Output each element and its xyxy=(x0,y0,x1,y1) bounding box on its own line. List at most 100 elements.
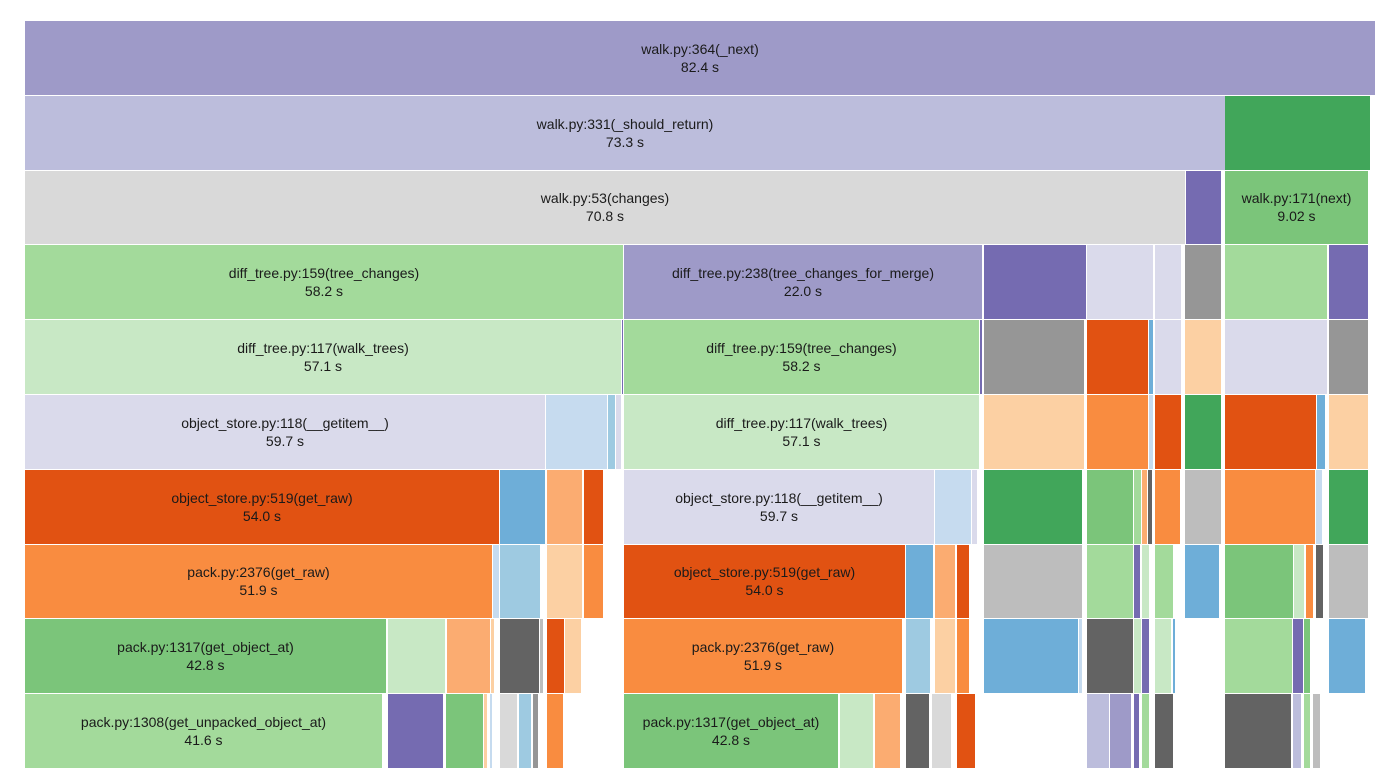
frame-block-unlabeled[interactable] xyxy=(1185,469,1221,544)
frame-block-unlabeled[interactable] xyxy=(1155,544,1173,619)
frame-block-unlabeled[interactable] xyxy=(1316,544,1323,619)
frame-block-unlabeled[interactable] xyxy=(547,469,582,544)
frame-block-unlabeled[interactable] xyxy=(1087,469,1133,544)
frame-block-unlabeled[interactable] xyxy=(1225,245,1327,320)
frame-block-unlabeled[interactable] xyxy=(1225,469,1315,544)
frame-block-unlabeled[interactable] xyxy=(1306,544,1313,619)
frame-block-unlabeled[interactable] xyxy=(906,694,929,768)
frame-block-unlabeled[interactable] xyxy=(1142,544,1149,619)
frame-block-unlabeled[interactable] xyxy=(493,544,499,619)
frame-block-unlabeled[interactable] xyxy=(1148,469,1152,544)
frame-block-unlabeled[interactable] xyxy=(1155,619,1171,694)
frame-block[interactable]: diff_tree.py:117(walk_trees) 57.1 s xyxy=(624,395,979,469)
frame-block-unlabeled[interactable] xyxy=(484,694,487,768)
frame-block-unlabeled[interactable] xyxy=(1155,694,1173,768)
frame-block-unlabeled[interactable] xyxy=(1185,395,1221,469)
frame-block-unlabeled[interactable] xyxy=(1304,694,1310,768)
frame-block-unlabeled[interactable] xyxy=(1155,469,1180,544)
frame-block-unlabeled[interactable] xyxy=(1185,245,1221,320)
frame-block-unlabeled[interactable] xyxy=(1293,694,1301,768)
frame-block-unlabeled[interactable] xyxy=(1225,95,1370,170)
frame-block-unlabeled[interactable] xyxy=(533,694,538,768)
frame-block-unlabeled[interactable] xyxy=(547,694,563,768)
frame-block[interactable]: diff_tree.py:238(tree_changes_for_merge)… xyxy=(624,245,982,320)
frame-block-unlabeled[interactable] xyxy=(1087,694,1109,768)
frame-block[interactable]: object_store.py:519(get_raw) 54.0 s xyxy=(624,544,905,619)
frame-block-unlabeled[interactable] xyxy=(547,619,564,694)
frame-block-unlabeled[interactable] xyxy=(447,619,490,694)
frame-block-unlabeled[interactable] xyxy=(935,619,955,694)
frame-block[interactable]: walk.py:331(_should_return) 73.3 s xyxy=(25,95,1225,170)
frame-block-unlabeled[interactable] xyxy=(984,619,1078,694)
frame-block[interactable]: diff_tree.py:117(walk_trees) 57.1 s xyxy=(25,320,621,394)
frame-block-unlabeled[interactable] xyxy=(1142,619,1149,694)
frame-block-unlabeled[interactable] xyxy=(1173,619,1175,694)
frame-block-unlabeled[interactable] xyxy=(957,694,975,768)
frame-block-unlabeled[interactable] xyxy=(1225,320,1327,394)
frame-block-unlabeled[interactable] xyxy=(1329,544,1368,619)
frame-block-unlabeled[interactable] xyxy=(388,619,445,694)
frame-block-unlabeled[interactable] xyxy=(490,694,492,768)
frame-block-unlabeled[interactable] xyxy=(906,619,930,694)
frame-block-unlabeled[interactable] xyxy=(1185,320,1221,394)
frame-block-unlabeled[interactable] xyxy=(1185,544,1219,619)
frame-block[interactable]: pack.py:2376(get_raw) 51.9 s xyxy=(25,544,492,619)
frame-block[interactable]: object_store.py:519(get_raw) 54.0 s xyxy=(25,469,499,544)
frame-block[interactable]: pack.py:1308(get_unpacked_object_at) 41.6… xyxy=(25,694,382,768)
frame-block-unlabeled[interactable] xyxy=(980,320,982,394)
frame-block-unlabeled[interactable] xyxy=(984,544,1082,619)
frame-block-unlabeled[interactable] xyxy=(1329,619,1365,694)
frame-block[interactable]: pack.py:1317(get_object_at) 42.8 s xyxy=(25,619,386,694)
frame-block-unlabeled[interactable] xyxy=(1142,694,1149,768)
frame-block-unlabeled[interactable] xyxy=(984,395,1084,469)
frame-block-unlabeled[interactable] xyxy=(1225,619,1292,694)
frame-block-unlabeled[interactable] xyxy=(500,694,517,768)
frame-block-unlabeled[interactable] xyxy=(984,320,1084,394)
frame-block-unlabeled[interactable] xyxy=(984,245,1086,320)
frame-block-unlabeled[interactable] xyxy=(906,544,933,619)
frame-block-unlabeled[interactable] xyxy=(616,395,621,469)
frame-block-unlabeled[interactable] xyxy=(622,320,623,394)
frame-block[interactable]: diff_tree.py:159(tree_changes) 58.2 s xyxy=(624,320,979,394)
frame-block-unlabeled[interactable] xyxy=(1225,395,1316,469)
frame-block-unlabeled[interactable] xyxy=(388,694,443,768)
frame-block-unlabeled[interactable] xyxy=(500,544,540,619)
frame-block-unlabeled[interactable] xyxy=(1149,395,1153,469)
frame-block-unlabeled[interactable] xyxy=(540,619,543,694)
frame-block-unlabeled[interactable] xyxy=(519,694,531,768)
frame-block-unlabeled[interactable] xyxy=(584,469,603,544)
frame-block-unlabeled[interactable] xyxy=(1293,619,1303,694)
frame-block-unlabeled[interactable] xyxy=(1329,320,1368,394)
frame-block[interactable]: object_store.py:118(__getitem__) 59.7 s xyxy=(25,395,545,469)
frame-block-unlabeled[interactable] xyxy=(840,694,873,768)
frame-block-unlabeled[interactable] xyxy=(546,395,607,469)
frame-block-unlabeled[interactable] xyxy=(565,619,581,694)
frame-block-unlabeled[interactable] xyxy=(547,544,582,619)
frame-block[interactable]: walk.py:171(next) 9.02 s xyxy=(1225,170,1368,245)
frame-block-unlabeled[interactable] xyxy=(1079,619,1082,694)
frame-block-unlabeled[interactable] xyxy=(1313,694,1320,768)
frame-block-unlabeled[interactable] xyxy=(1329,395,1368,469)
frame-block[interactable]: pack.py:2376(get_raw) 51.9 s xyxy=(624,619,902,694)
frame-block-unlabeled[interactable] xyxy=(1225,694,1291,768)
frame-block-unlabeled[interactable] xyxy=(1134,619,1141,694)
frame-block-unlabeled[interactable] xyxy=(1134,469,1141,544)
frame-block-unlabeled[interactable] xyxy=(1087,544,1133,619)
frame-block-unlabeled[interactable] xyxy=(1304,619,1310,694)
frame-block-unlabeled[interactable] xyxy=(935,544,955,619)
frame-block-unlabeled[interactable] xyxy=(1329,245,1368,320)
frame-block-unlabeled[interactable] xyxy=(1087,320,1148,394)
frame-block-unlabeled[interactable] xyxy=(1317,395,1325,469)
frame-block-unlabeled[interactable] xyxy=(875,694,900,768)
frame-block-unlabeled[interactable] xyxy=(1134,694,1139,768)
frame-block-unlabeled[interactable] xyxy=(1142,469,1147,544)
frame-block-unlabeled[interactable] xyxy=(957,544,969,619)
frame-block-unlabeled[interactable] xyxy=(1087,245,1153,320)
frame-block-unlabeled[interactable] xyxy=(935,469,971,544)
frame-block-unlabeled[interactable] xyxy=(1316,469,1322,544)
frame-block[interactable]: diff_tree.py:159(tree_changes) 58.2 s xyxy=(25,245,623,320)
frame-block-unlabeled[interactable] xyxy=(972,469,977,544)
frame-block-unlabeled[interactable] xyxy=(584,544,603,619)
frame-block-unlabeled[interactable] xyxy=(1155,245,1181,320)
frame-block-unlabeled[interactable] xyxy=(1155,320,1181,394)
